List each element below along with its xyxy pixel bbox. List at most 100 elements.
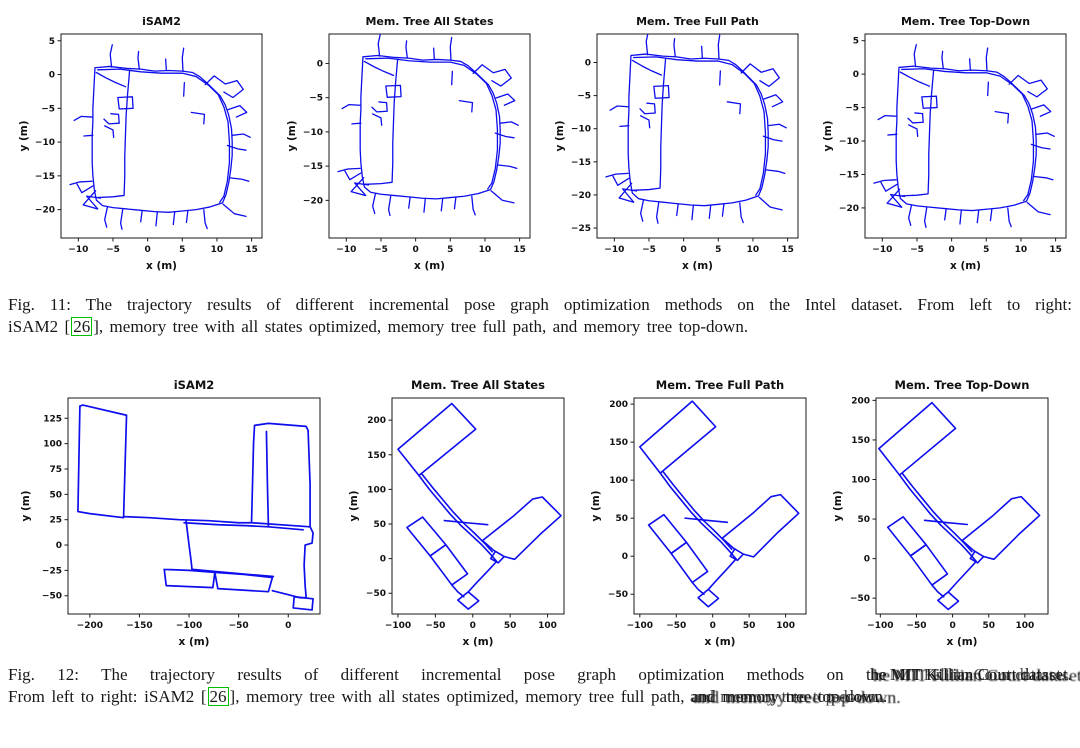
trajectory-path [1008,74,1048,98]
subplot-fig12-isam2: −200 −150 −100 −50 0 125 100 75 50 25 0 −25 −50 iSAM2… [16,372,332,660]
trajectory-path [440,198,444,212]
garbled-layer: he MIT Killian Court dataset. [869,665,1065,685]
trajectory-path [886,188,906,208]
x-axis-label: x (m) [463,636,494,648]
y-tick-label: −50 [850,594,870,604]
plot-title: iSAM2 [174,378,215,392]
trajectory-path [183,81,186,97]
caption-line: Fig. 12: The trajectory results of diffe… [8,664,1080,686]
trajectory-path [250,422,311,528]
trajectory-path [913,44,917,68]
y-axis-label: y (m) [348,490,360,521]
trajectory-path [83,134,94,137]
citation-ref-26[interactable]: 26 [71,317,93,336]
trajectory-path [659,472,737,560]
y-tick-label: 100 [367,485,386,495]
trajectory-path [433,47,436,61]
x-tick-label: 5 [983,245,989,255]
trajectory-path [303,525,314,598]
trajectory-path [639,102,656,115]
trajectory-path [739,202,744,224]
caption-text: ], memory tree with all states optimized… [93,317,749,336]
y-tick-label: −25 [571,224,591,234]
garbled-layer: he MIT Killian Court dataset. [870,665,1072,684]
x-tick-label: 0 [145,245,151,255]
figure-12-plot-row: −200 −150 −100 −50 0 125 100 75 50 25 0 −25 −50 iSAM2… [0,372,1080,660]
trajectory-path [878,401,957,476]
trajectory-path [226,144,247,151]
trajectory-path [489,550,505,564]
x-tick-label: 50 [504,621,517,631]
trajectory-path [697,588,720,608]
garbled-layer: and memory tree top-down. [693,688,902,708]
x-tick-label: 15 [781,245,794,255]
y-tick-label: 50 [373,520,386,530]
trajectory-path [95,71,127,88]
y-tick-label: 200 [609,400,628,410]
garbled-text: and memory tree top-down. and memory tree… [690,686,901,708]
trajectory-path [959,209,962,225]
citation-ref-26[interactable]: 26 [207,687,229,706]
trajectory-path [451,70,454,86]
trajectory-path [655,202,660,224]
trajectory-svg: −100 −50 0 50 100 200 150 100 50 0 −50 Mem. Tree Fu… [590,378,807,648]
trajectory-path [619,125,630,128]
trajectory-path [165,58,168,72]
trajectory-path [69,180,93,186]
subplot-fig12-mem-tree-all-states: −100 −50 0 50 100 200 150 100 50 0 −50 Mem. Tree Al… [344,372,574,660]
trajectory-path [359,54,501,200]
x-tick-label: 0 [470,621,476,631]
trajectory-path [344,170,362,181]
trajectory-path [726,101,742,115]
trajectory-lines [77,404,314,611]
y-tick-label: −10 [35,138,55,148]
trajectory-path [213,571,274,593]
y-axis-label: y (m) [590,490,602,521]
trajectory-path [341,103,361,110]
x-tick-label: 15 [1049,245,1062,255]
y-tick-label: 150 [609,438,628,448]
trajectory-path [372,192,377,215]
x-tick-label: 100 [1015,621,1034,631]
y-tick-label: 5 [49,37,55,47]
trajectory-path [640,199,645,222]
trajectory-path [969,58,972,71]
x-tick-label: 10 [747,245,760,255]
trajectory-path [337,167,361,173]
trajectory-path [495,93,516,106]
trajectory-path [873,179,897,184]
trajectory-path [183,521,304,531]
trajectory-path [923,519,969,526]
x-axis-label: x (m) [950,260,981,272]
trajectory-path [673,37,676,58]
y-tick-label: −20 [303,196,323,206]
y-tick-label: −50 [366,589,386,599]
trajectory-path [458,99,474,113]
plot-title: Mem. Tree All States [365,15,494,28]
y-tick-label: 75 [49,465,62,475]
x-tick-label: −50 [229,621,249,631]
trajectory-path [181,47,185,72]
x-tick-label: 0 [949,621,955,631]
x-tick-label: −100 [627,621,653,631]
caption-text: From left to right: iSAM2 [ [8,687,207,706]
trajectory-path [490,190,515,204]
y-tick-label: −50 [42,592,62,602]
trajectory-path [265,430,270,527]
trajectory-path [418,474,498,563]
trajectory-path [908,124,919,137]
trajectory-path [449,36,453,61]
trajectory-path [109,44,113,68]
trajectory-path [985,47,989,72]
subplot-fig11-isam2: −10 −5 0 5 10 15 5 0 −5 −10 −15 −20 iSAM2 x (m) y (m) [14,8,272,282]
y-tick-label: −10 [303,128,323,138]
trajectory-lines [69,44,251,230]
trajectory-lines [397,402,562,610]
trajectory-path [618,182,638,203]
trajectory-svg: −100 −50 0 50 100 200 150 100 50 0 −50 Mem. Tree Al… [348,378,565,648]
trajectory-path [901,68,1035,202]
x-tick-label: 100 [776,621,795,631]
y-tick-label: −25 [42,566,62,576]
y-axis-label: y (m) [18,120,30,151]
trajectory-path [185,519,193,571]
